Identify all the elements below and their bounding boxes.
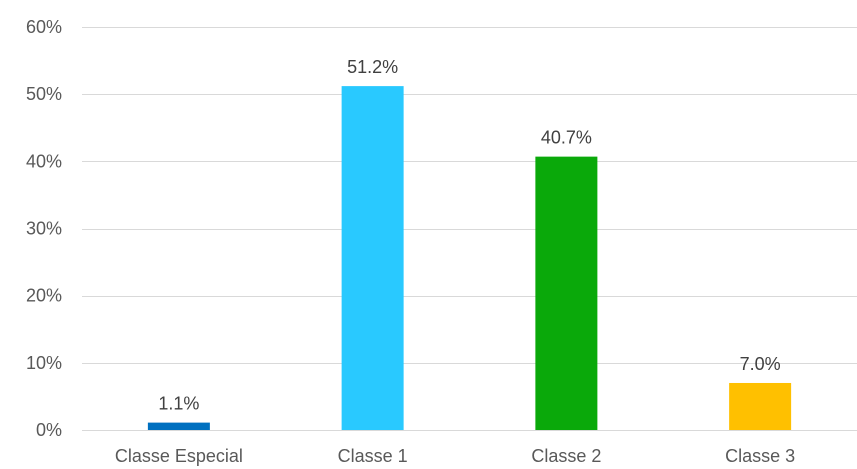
data-labels: 1.1% 51.2% 40.7% 7.0%	[158, 57, 780, 414]
bar-classe-especial	[147, 422, 210, 430]
data-label-classe-2: 40.7%	[541, 128, 592, 148]
y-axis-tick-labels: 0% 10% 20% 30% 40% 50% 60%	[26, 17, 62, 440]
bar-classe-3	[729, 382, 792, 430]
bar-classe-2	[535, 156, 598, 431]
x-axis-category-labels: Classe Especial Classe 1 Classe 2 Classe 3	[115, 446, 795, 466]
category-label-classe-3: Classe 3	[725, 446, 795, 466]
data-label-classe-3: 7.0%	[740, 354, 781, 374]
category-label-classe-especial: Classe Especial	[115, 446, 243, 466]
bar-classe-1	[341, 86, 404, 431]
gridlines	[82, 27, 857, 431]
y-tick-label-10: 10%	[26, 353, 62, 373]
category-label-classe-1: Classe 1	[338, 446, 408, 466]
category-label-classe-2: Classe 2	[531, 446, 601, 466]
y-tick-label-40: 40%	[26, 151, 62, 171]
y-tick-label-60: 60%	[26, 17, 62, 37]
y-tick-label-30: 30%	[26, 219, 62, 239]
data-label-classe-1: 51.2%	[347, 57, 398, 77]
y-tick-label-20: 20%	[26, 286, 62, 306]
data-label-classe-especial: 1.1%	[158, 394, 199, 414]
y-tick-label-0: 0%	[36, 420, 62, 440]
y-tick-label-50: 50%	[26, 84, 62, 104]
bars	[147, 86, 792, 431]
